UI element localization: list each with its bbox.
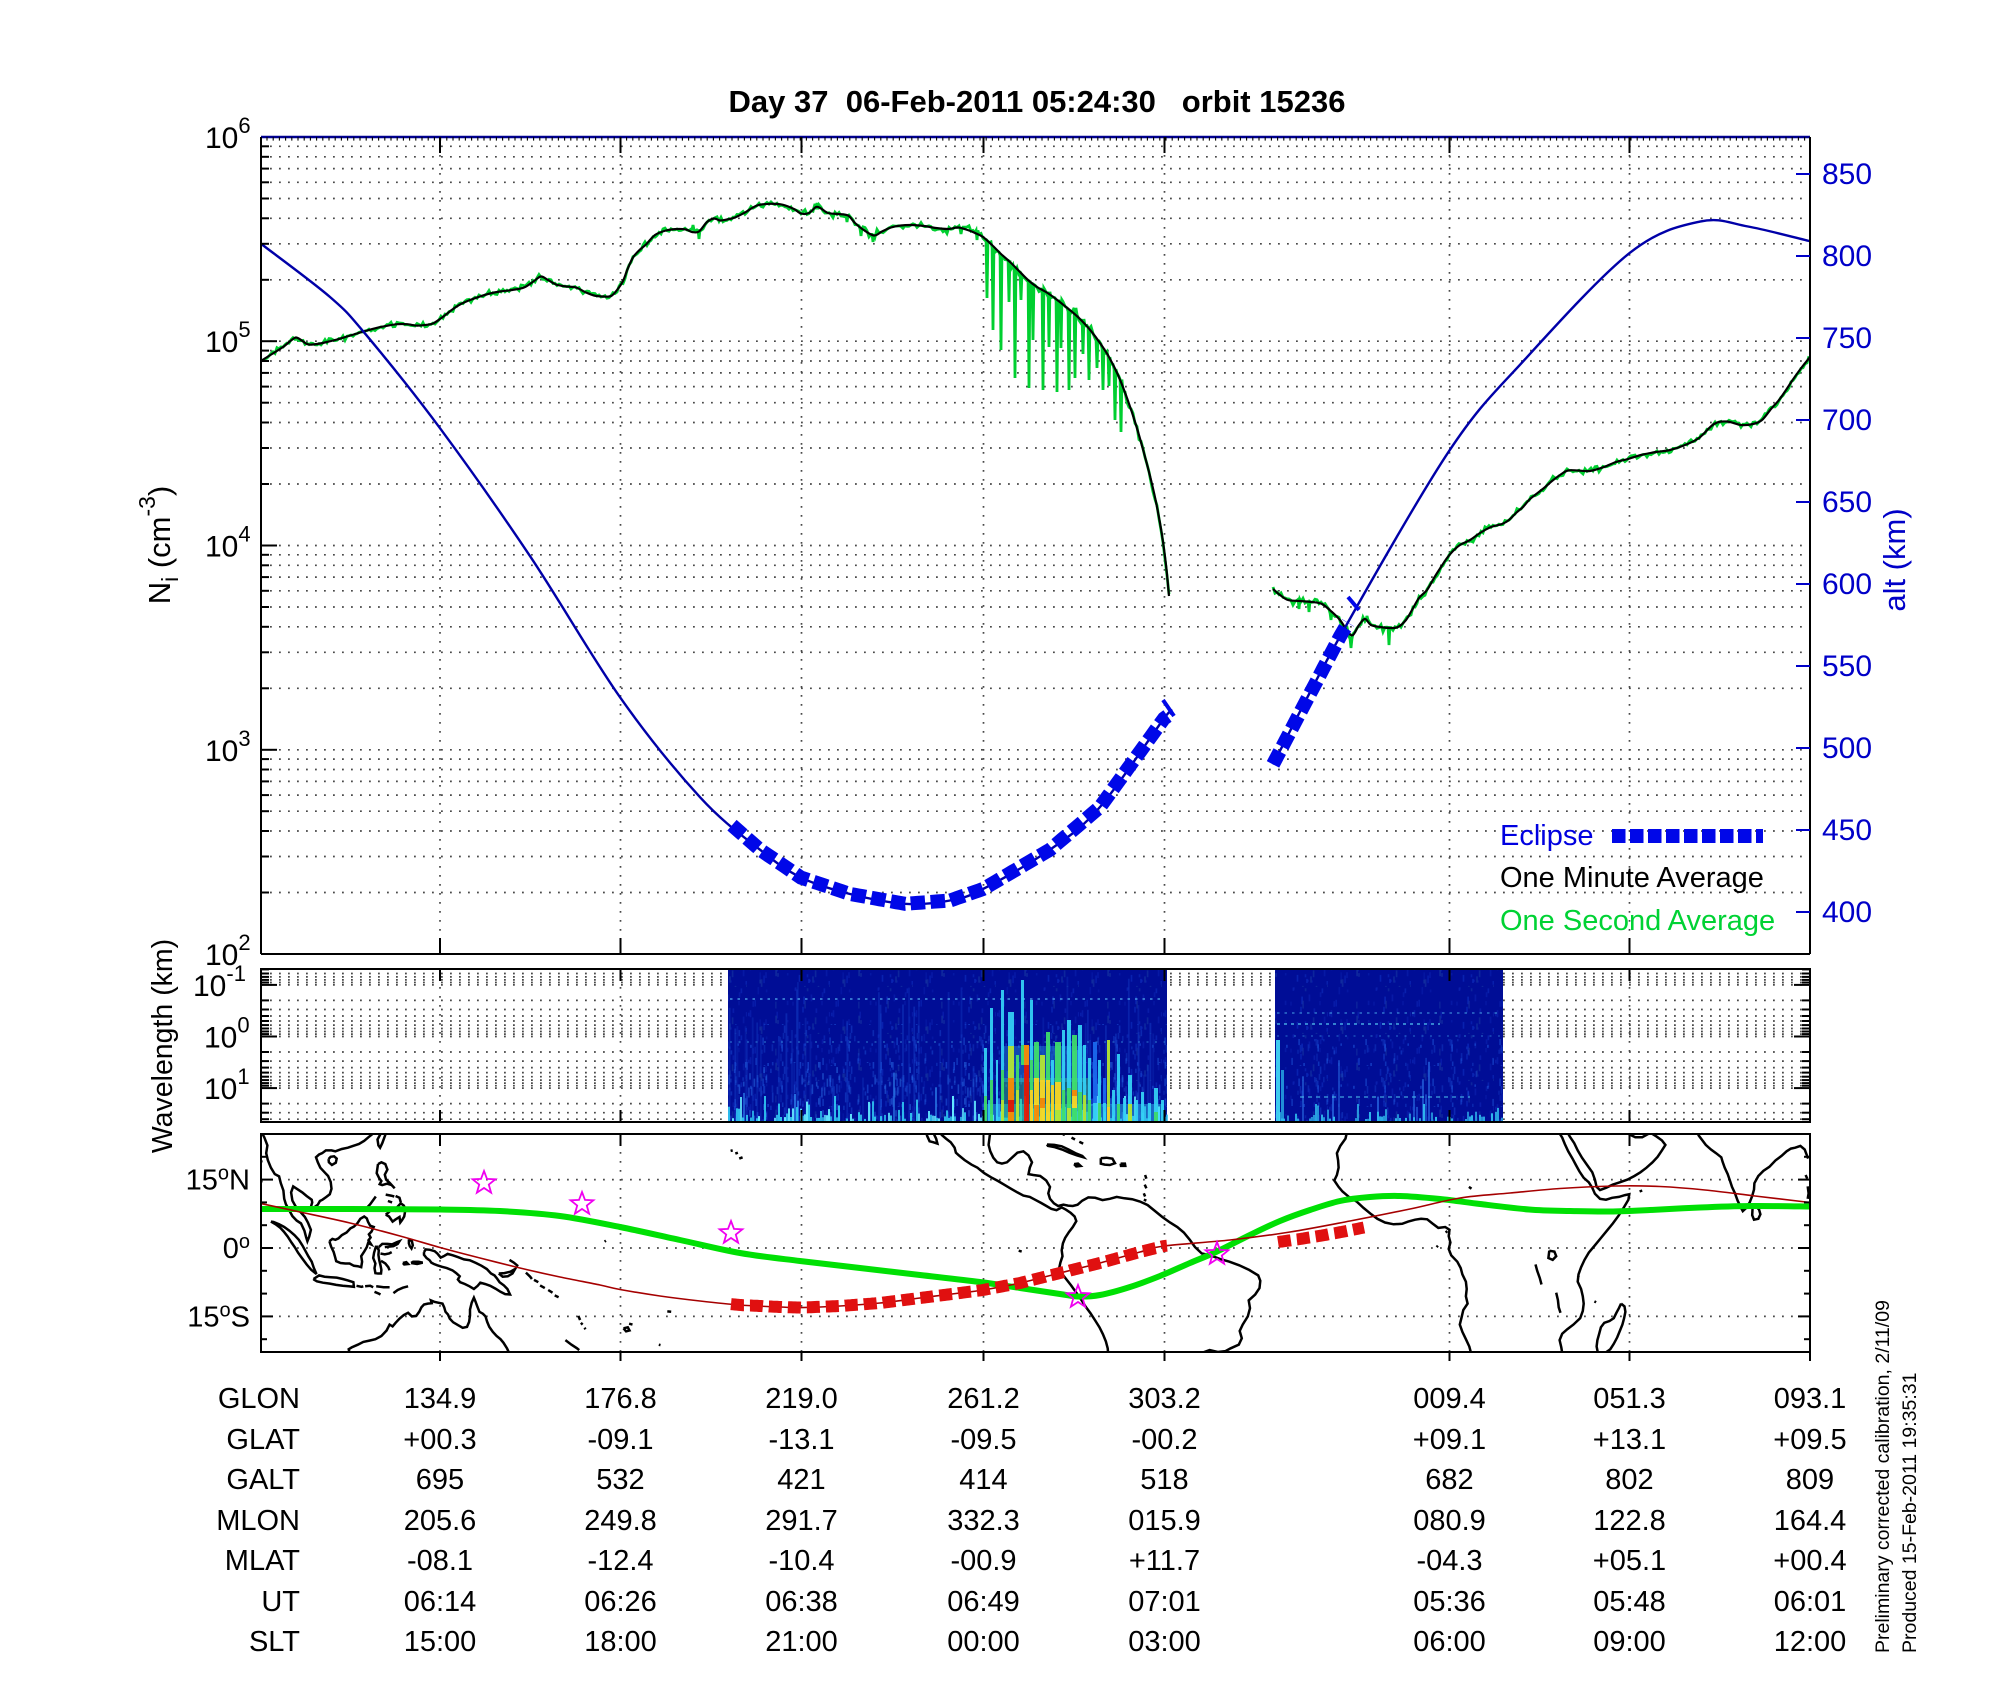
- svg-text:518: 518: [1140, 1464, 1188, 1496]
- svg-text:205.6: 205.6: [404, 1505, 477, 1537]
- svg-text:332.3: 332.3: [947, 1505, 1020, 1537]
- svg-text:15:00: 15:00: [404, 1626, 477, 1658]
- svg-text:Produced 15-Feb-2011 19:35:31: Produced 15-Feb-2011 19:35:31: [1899, 1373, 1921, 1653]
- svg-text:06:49: 06:49: [947, 1586, 1020, 1618]
- svg-text:249.8: 249.8: [584, 1505, 657, 1537]
- svg-text:+11.7: +11.7: [1129, 1545, 1200, 1577]
- svg-text:303.2: 303.2: [1128, 1383, 1201, 1415]
- svg-text:GALT: GALT: [226, 1464, 300, 1496]
- svg-text:809: 809: [1786, 1464, 1834, 1496]
- svg-text:15oS: 15oS: [187, 1299, 250, 1333]
- svg-text:+05.1: +05.1: [1593, 1545, 1666, 1577]
- svg-text:UT: UT: [261, 1586, 300, 1618]
- svg-text:-00.2: -00.2: [1131, 1424, 1197, 1456]
- svg-text:682: 682: [1425, 1464, 1473, 1496]
- svg-text:600: 600: [1822, 568, 1872, 601]
- svg-text:+00.3: +00.3: [403, 1424, 476, 1456]
- svg-text:GLAT: GLAT: [226, 1424, 300, 1456]
- svg-text:21:00: 21:00: [765, 1626, 838, 1658]
- svg-text:+09.5: +09.5: [1773, 1424, 1846, 1456]
- svg-text:291.7: 291.7: [765, 1505, 838, 1537]
- svg-text:-09.1: -09.1: [587, 1424, 653, 1456]
- svg-text:093.1: 093.1: [1774, 1383, 1847, 1415]
- svg-text:015.9: 015.9: [1128, 1505, 1201, 1537]
- svg-text:400: 400: [1822, 896, 1872, 929]
- svg-text:-04.3: -04.3: [1416, 1545, 1482, 1577]
- svg-text:261.2: 261.2: [947, 1383, 1020, 1415]
- svg-text:+00.4: +00.4: [1773, 1545, 1846, 1577]
- svg-text:-13.1: -13.1: [768, 1424, 834, 1456]
- svg-text:800: 800: [1822, 240, 1872, 273]
- svg-text:700: 700: [1822, 404, 1872, 437]
- svg-text:550: 550: [1822, 650, 1872, 683]
- svg-text:-12.4: -12.4: [587, 1545, 653, 1577]
- svg-text:414: 414: [959, 1464, 1007, 1496]
- svg-text:219.0: 219.0: [765, 1383, 838, 1415]
- svg-text:GLON: GLON: [218, 1383, 300, 1415]
- svg-text:122.8: 122.8: [1593, 1505, 1666, 1537]
- svg-text:-00.9: -00.9: [950, 1545, 1016, 1577]
- svg-text:850: 850: [1822, 158, 1872, 191]
- svg-text:134.9: 134.9: [404, 1383, 477, 1415]
- svg-text:Wavelength (km): Wavelength (km): [147, 939, 179, 1153]
- svg-text:421: 421: [777, 1464, 825, 1496]
- svg-text:532: 532: [596, 1464, 644, 1496]
- svg-text:500: 500: [1822, 732, 1872, 765]
- svg-text:Day 37 06-Feb-2011 05:24:30: Day 37 06-Feb-2011 05:24:30 orbit 15236: [729, 84, 1346, 119]
- svg-text:06:38: 06:38: [765, 1586, 838, 1618]
- svg-text:176.8: 176.8: [584, 1383, 657, 1415]
- svg-text:03:00: 03:00: [1128, 1626, 1201, 1658]
- svg-text:06:01: 06:01: [1774, 1586, 1847, 1618]
- svg-text:07:01: 07:01: [1128, 1586, 1201, 1618]
- svg-text:15oN: 15oN: [186, 1163, 250, 1197]
- svg-text:-10.4: -10.4: [768, 1545, 834, 1577]
- svg-text:One Minute Average: One Minute Average: [1500, 862, 1764, 894]
- svg-text:+13.1: +13.1: [1593, 1424, 1666, 1456]
- svg-text:-09.5: -09.5: [950, 1424, 1016, 1456]
- svg-text:One Second Average: One Second Average: [1500, 905, 1775, 937]
- svg-text:09:00: 09:00: [1593, 1626, 1666, 1658]
- svg-text:051.3: 051.3: [1593, 1383, 1666, 1415]
- svg-text:18:00: 18:00: [584, 1626, 657, 1658]
- svg-text:-08.1: -08.1: [407, 1545, 473, 1577]
- svg-text:05:36: 05:36: [1413, 1586, 1486, 1618]
- svg-text:Eclipse: Eclipse: [1500, 820, 1594, 852]
- svg-text:MLAT: MLAT: [225, 1545, 300, 1577]
- svg-text:802: 802: [1605, 1464, 1653, 1496]
- svg-text:009.4: 009.4: [1413, 1383, 1486, 1415]
- svg-text:Preliminary corrected calibrat: Preliminary corrected calibration, 2/11/…: [1872, 1300, 1894, 1653]
- svg-text:MLON: MLON: [216, 1505, 300, 1537]
- svg-text:06:00: 06:00: [1413, 1626, 1486, 1658]
- svg-text:750: 750: [1822, 322, 1872, 355]
- svg-text:12:00: 12:00: [1774, 1626, 1847, 1658]
- svg-text:SLT: SLT: [249, 1626, 300, 1658]
- svg-text:080.9: 080.9: [1413, 1505, 1486, 1537]
- svg-text:alt (km): alt (km): [1877, 508, 1912, 611]
- svg-text:164.4: 164.4: [1774, 1505, 1847, 1537]
- svg-text:695: 695: [416, 1464, 464, 1496]
- svg-text:06:26: 06:26: [584, 1586, 657, 1618]
- svg-text:06:14: 06:14: [404, 1586, 477, 1618]
- svg-text:00:00: 00:00: [947, 1626, 1020, 1658]
- svg-text:650: 650: [1822, 486, 1872, 519]
- svg-text:450: 450: [1822, 814, 1872, 847]
- svg-text:05:48: 05:48: [1593, 1586, 1666, 1618]
- svg-text:+09.1: +09.1: [1413, 1424, 1486, 1456]
